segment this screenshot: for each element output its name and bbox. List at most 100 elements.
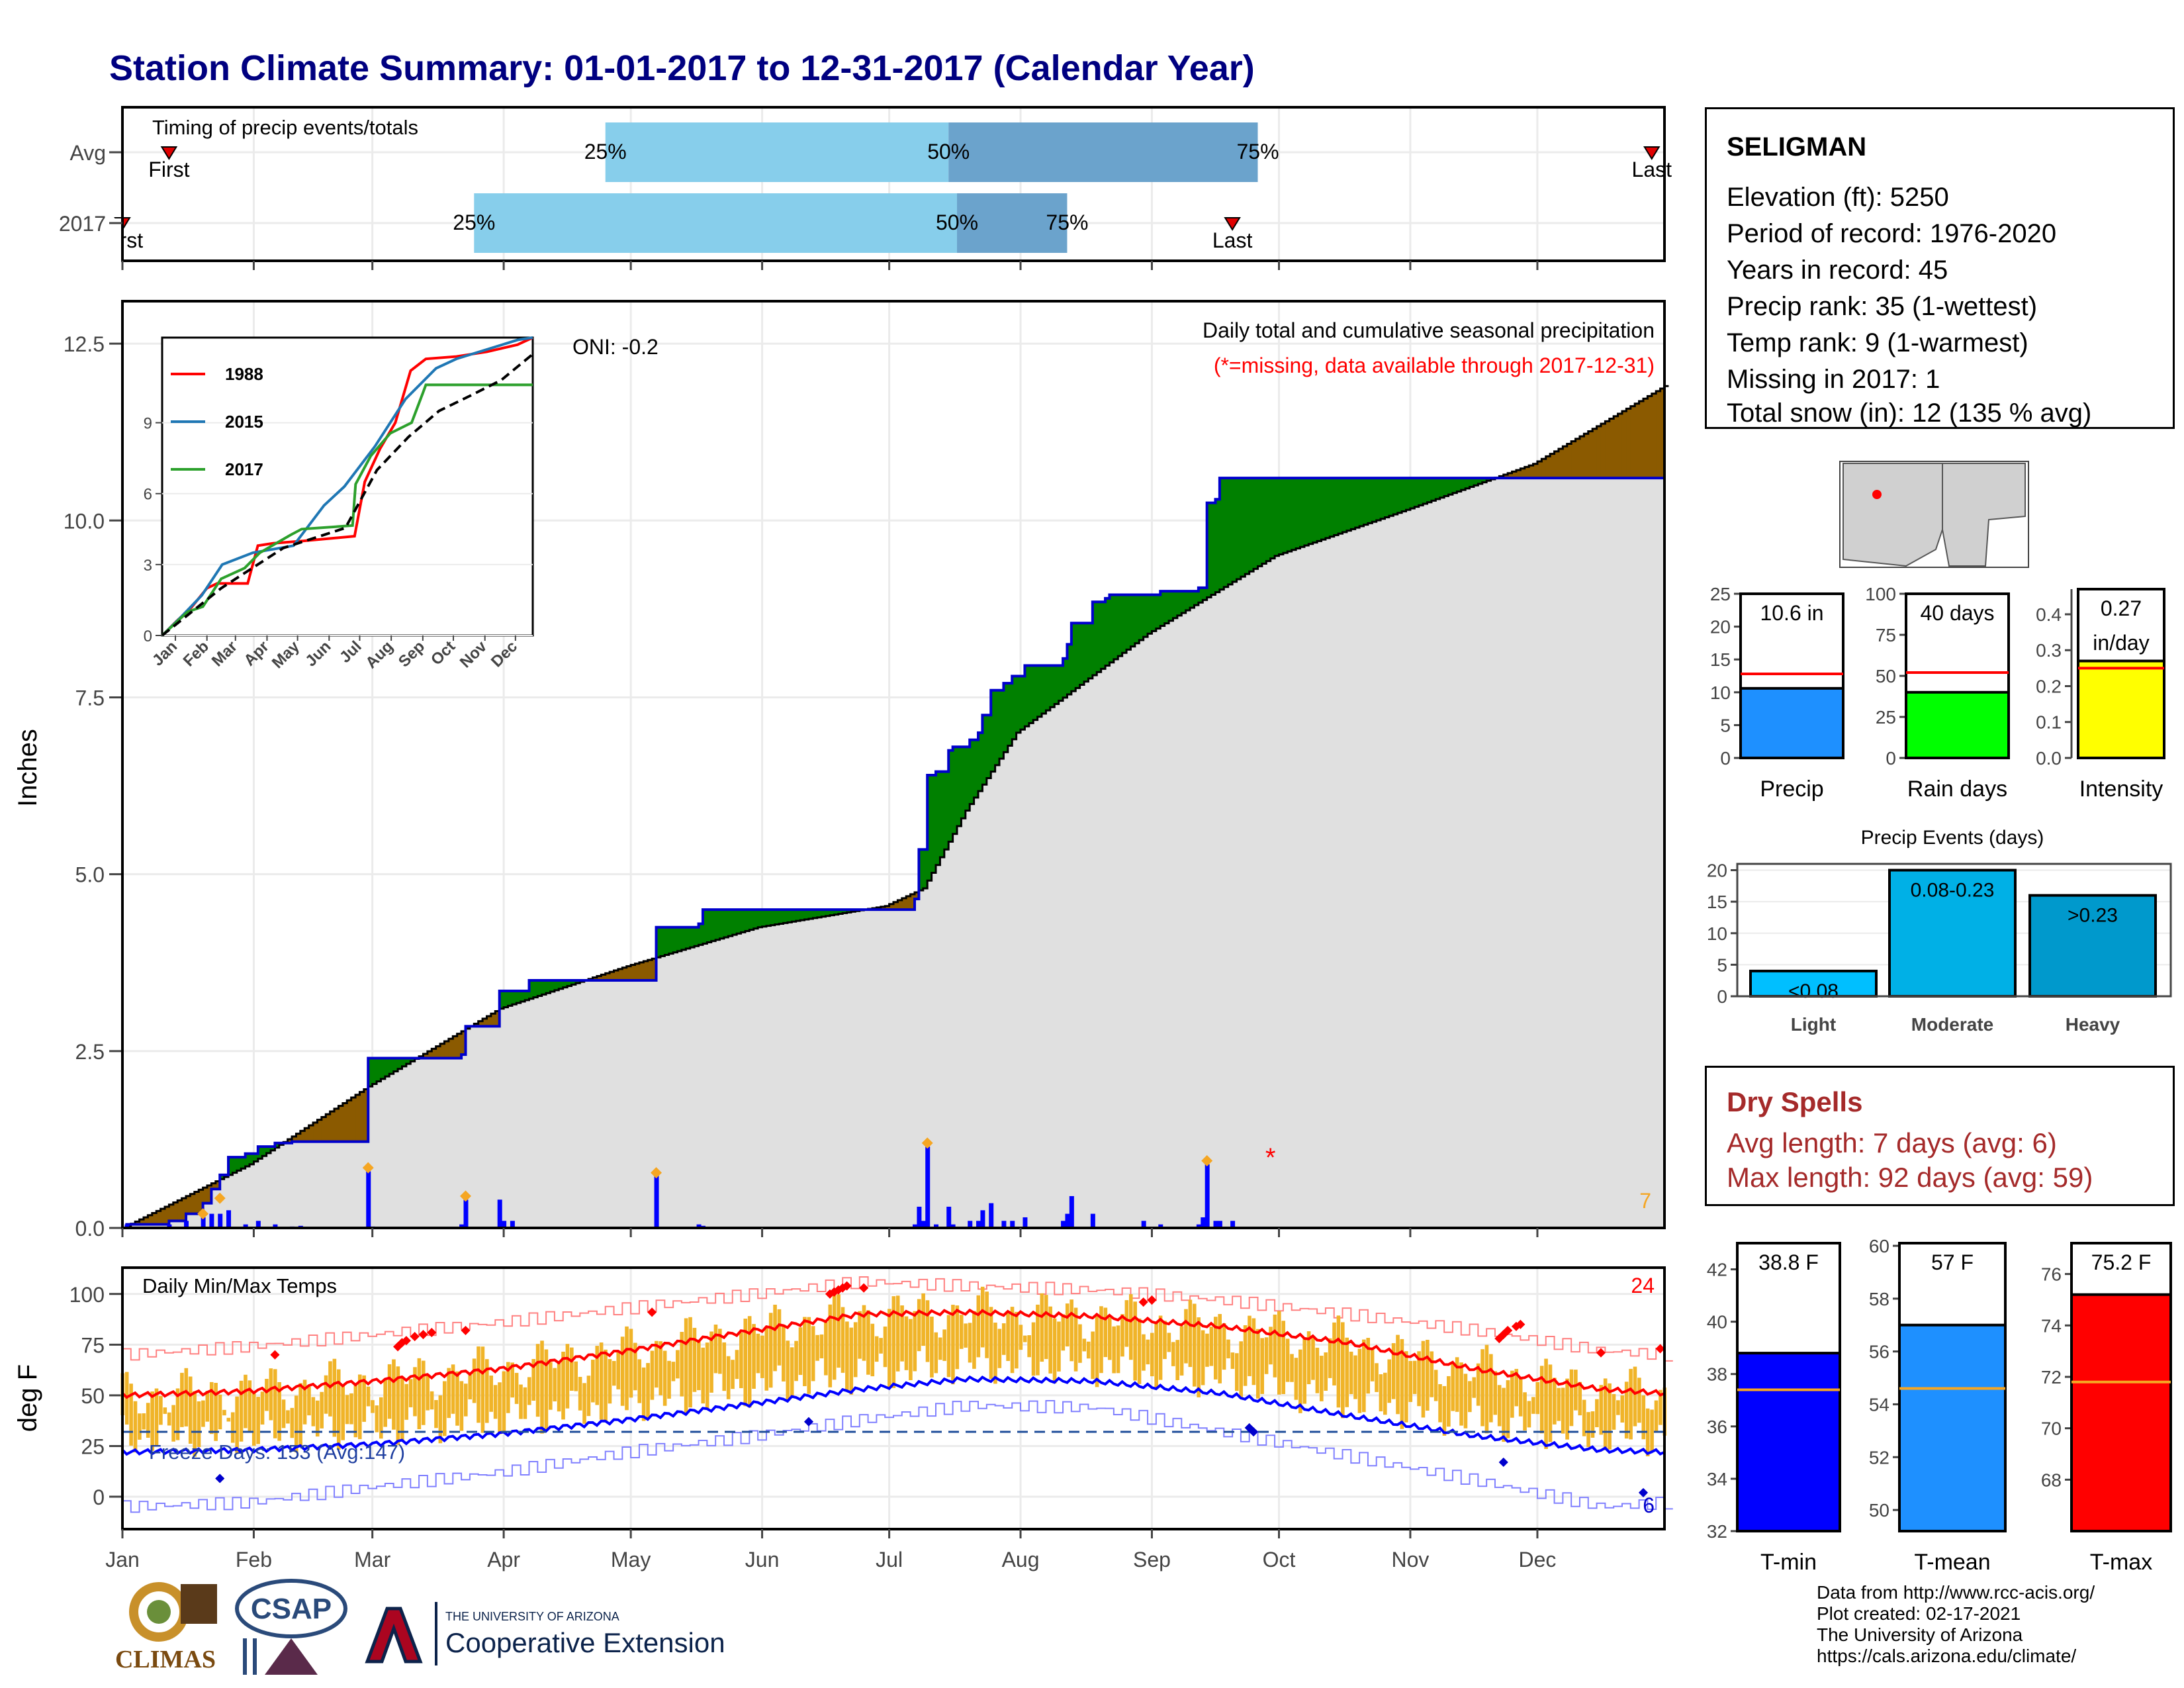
daily-temp-bar (1086, 1341, 1091, 1359)
daily-temp-bar (142, 1413, 146, 1430)
surplus-fill (1376, 478, 1381, 520)
daily-temp-bar (489, 1376, 493, 1412)
daily-temp-bar (604, 1349, 608, 1423)
surplus-fill (1164, 591, 1169, 624)
daily-temp-bar (459, 1381, 464, 1431)
daily-temp-bar (612, 1360, 616, 1386)
deficit-fill (1660, 389, 1665, 479)
daily-temp-bar (591, 1360, 595, 1403)
dry-spells-max: Max length: 92 days (avg: 59) (1727, 1162, 2093, 1193)
daily-temp-bar (625, 1326, 629, 1411)
deficit-fill (906, 896, 911, 910)
daily-temp-bar (1103, 1307, 1108, 1358)
daily-precip-bar (654, 1174, 659, 1228)
deficit-fill (194, 1192, 199, 1214)
daily-temp-bar (1116, 1325, 1120, 1374)
daily-temp-bar (1535, 1382, 1540, 1415)
daily-temp-bar (1179, 1326, 1184, 1376)
surplus-fill (1410, 478, 1415, 508)
temp-ytick-label: 100 (69, 1283, 105, 1307)
daily-temp-bar (676, 1350, 680, 1379)
deficit-fill (296, 1133, 301, 1142)
t_max-value-label: 75.2 F (2091, 1250, 2152, 1274)
inset-legend-label: 1988 (225, 364, 263, 384)
annual_precip_total-value-label: 10.6 in (1760, 601, 1823, 625)
precip-ytick-label: 5.0 (75, 863, 105, 887)
surplus-fill (1266, 478, 1271, 561)
surplus-fill (228, 1157, 234, 1175)
daily-temp-bar (379, 1397, 383, 1439)
daily-temp-bar (421, 1360, 426, 1425)
daily-precip-bar (124, 1224, 130, 1228)
surplus-fill (792, 910, 797, 922)
normal-max-line (121, 1308, 1665, 1399)
surplus-fill (732, 910, 737, 935)
daily-temp-bar (1133, 1301, 1137, 1381)
daily-precip-bar (913, 1224, 918, 1228)
daily-precip-bar (201, 1217, 206, 1228)
daily-temp-bar (667, 1360, 671, 1399)
surplus-fill (410, 1058, 416, 1062)
temp-ytick-label: 25 (81, 1434, 105, 1458)
surplus-fill (1224, 478, 1229, 587)
daily-temp-bar (1426, 1339, 1430, 1411)
surplus-fill (537, 980, 543, 996)
surplus-fill (1444, 478, 1449, 496)
daily-temp-bar (138, 1413, 142, 1440)
timing-bar-25-50 (474, 193, 958, 253)
surplus-fill (1452, 478, 1457, 493)
daily-temp-bar (430, 1391, 434, 1410)
daily-temp-bar (1629, 1368, 1633, 1440)
surplus-fill (1321, 478, 1326, 540)
daily-temp-bar (1137, 1318, 1142, 1384)
daily-temp-bar (895, 1295, 900, 1372)
daily-temp-bar (468, 1374, 472, 1399)
daily-temp-bar (828, 1304, 833, 1387)
daily-temp-bar (629, 1329, 633, 1398)
surplus-fill (1109, 594, 1115, 663)
timing-last-marker (1224, 217, 1241, 231)
surplus-fill (1156, 594, 1161, 629)
daily-temp-bar (1412, 1360, 1417, 1394)
deficit-fill (160, 1209, 165, 1225)
ua-logo-small-text: THE UNIVERSITY OF ARIZONA (445, 1610, 619, 1623)
daily-temp-bar (1468, 1381, 1472, 1413)
station-location-dot (1872, 490, 1882, 499)
daily-temp-bar (595, 1346, 600, 1405)
daily-temp-bar (150, 1391, 154, 1451)
freeze-days-label: Freeze Days: 153 (Avg:147) (149, 1440, 405, 1464)
daily-temp-bar (1163, 1321, 1167, 1360)
daily-precip-bar (1061, 1221, 1066, 1228)
daily-temp-bar (1078, 1324, 1082, 1363)
timing-row-label-2017: 2017 (59, 212, 106, 236)
deficit-fill (326, 1114, 331, 1142)
daily-precip-bar (184, 1221, 189, 1228)
daily-temp-bar (1654, 1400, 1659, 1433)
deficit-fill (177, 1200, 183, 1221)
surplus-fill (520, 990, 525, 1002)
daily-temp-bar (951, 1305, 955, 1385)
precip-events-title: Precip Events (days) (1861, 827, 2044, 849)
daily-precip-bar (463, 1199, 469, 1228)
record-high-marker (1147, 1295, 1157, 1305)
daily-temp-bar (1645, 1408, 1650, 1457)
t_mean-ytick-label: 60 (1869, 1236, 1889, 1256)
surplus-fill (1245, 478, 1250, 575)
surplus-fill (931, 775, 936, 873)
surplus-fill (982, 715, 987, 785)
daily-precip-bar (980, 1210, 985, 1228)
daily-temp-bar (1557, 1387, 1561, 1421)
daily-temp-bar (1120, 1314, 1124, 1357)
daily-temp-bar (985, 1291, 989, 1358)
surplus-fill (681, 927, 686, 950)
daily-temp-bar (955, 1305, 960, 1370)
precip-events-category-label: Moderate (1911, 1014, 1993, 1035)
surplus-fill (1092, 602, 1097, 676)
surplus-fill (1367, 478, 1373, 524)
daily-temp-bar (180, 1372, 184, 1427)
csap-logo: CSAP (232, 1575, 351, 1681)
deficit-fill (1567, 444, 1572, 479)
timing-bar-50-75 (957, 193, 1068, 253)
t_min-ytick-label: 32 (1707, 1521, 1727, 1542)
surplus-fill (728, 910, 733, 937)
